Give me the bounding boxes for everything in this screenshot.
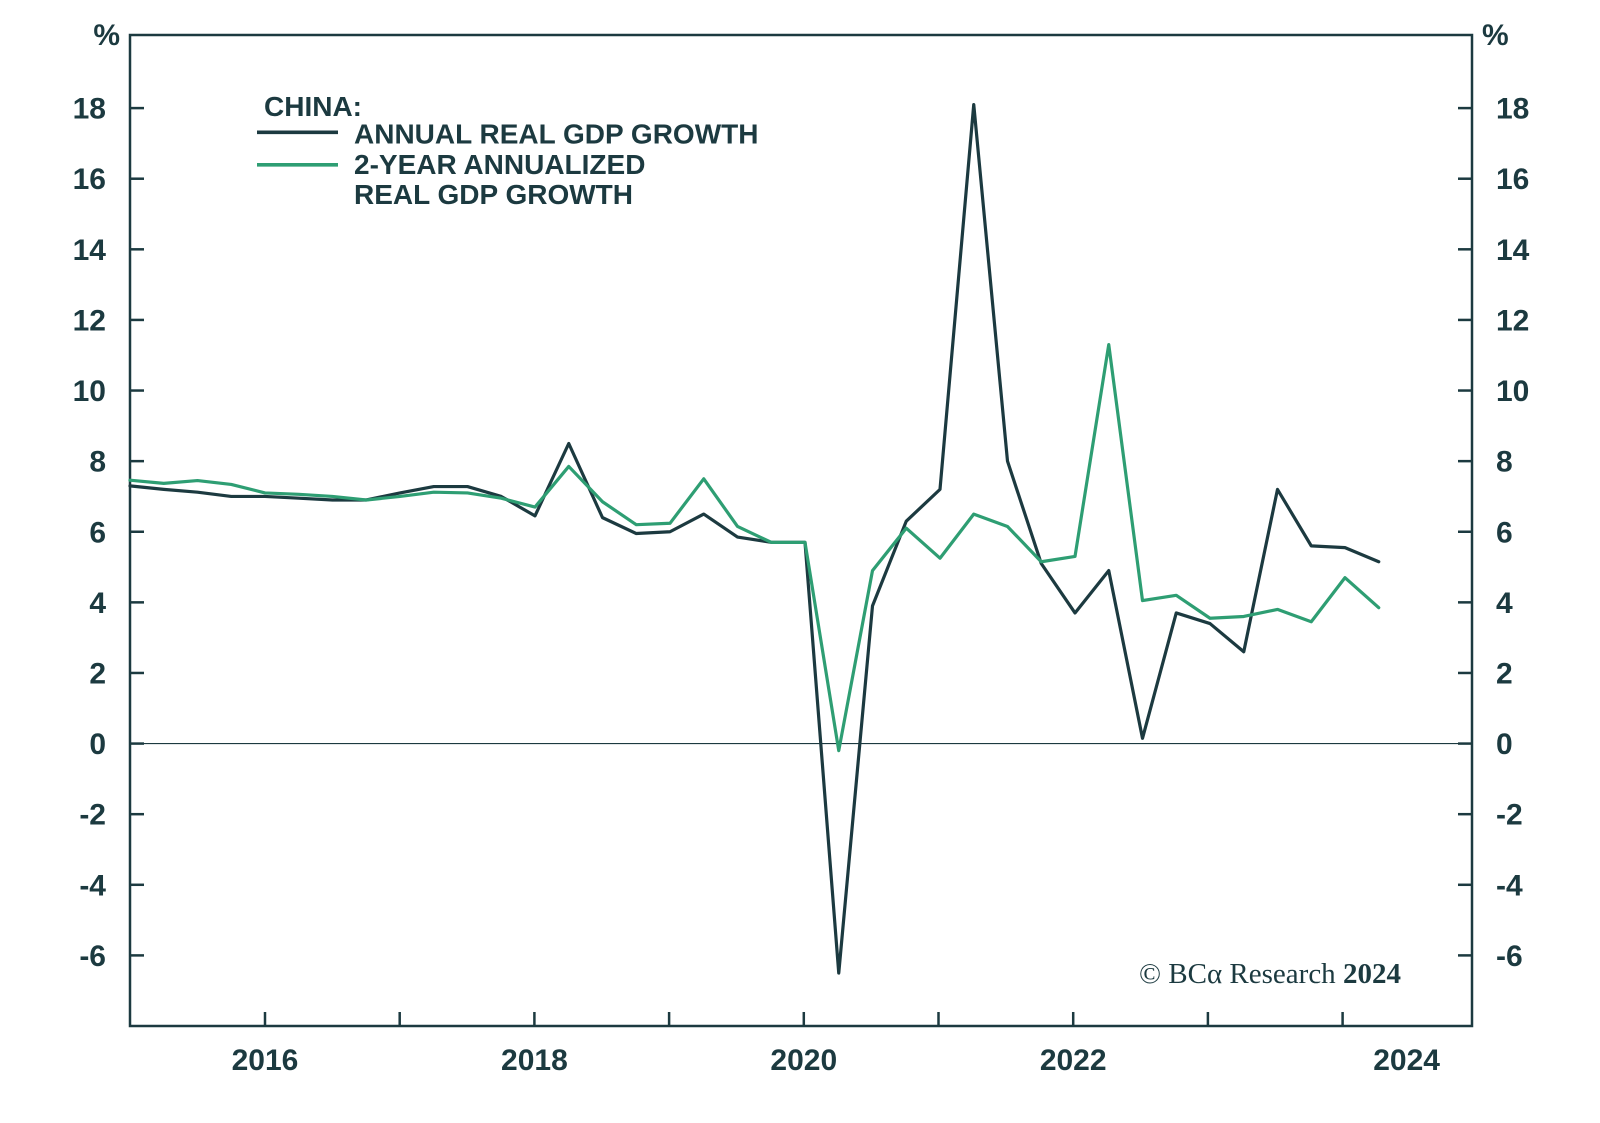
svg-text:6: 6 [1496,516,1513,549]
svg-text:2024: 2024 [1373,1044,1440,1077]
svg-text:14: 14 [1496,234,1530,267]
svg-text:%: % [1482,19,1509,52]
svg-text:-2: -2 [79,799,106,832]
svg-text:© BCα Research 2024: © BCα Research 2024 [1139,958,1401,990]
svg-text:CHINA:: CHINA: [264,91,362,122]
svg-text:2016: 2016 [232,1044,299,1077]
svg-text:2: 2 [89,657,106,690]
svg-text:2022: 2022 [1040,1044,1107,1077]
svg-text:10: 10 [1496,375,1529,408]
svg-text:0: 0 [1496,728,1513,761]
svg-text:2020: 2020 [770,1044,837,1077]
svg-text:18: 18 [1496,93,1529,126]
svg-text:12: 12 [1496,304,1529,337]
svg-text:6: 6 [89,516,106,549]
svg-text:2018: 2018 [501,1044,568,1077]
svg-text:-6: -6 [79,940,106,973]
svg-text:ANNUAL REAL GDP GROWTH: ANNUAL REAL GDP GROWTH [354,119,758,150]
svg-text:-4: -4 [79,869,106,902]
svg-text:10: 10 [73,375,106,408]
svg-text:REAL GDP GROWTH: REAL GDP GROWTH [354,179,633,210]
svg-text:14: 14 [73,234,107,267]
svg-text:18: 18 [73,93,106,126]
svg-text:8: 8 [1496,446,1513,479]
svg-text:16: 16 [73,163,106,196]
svg-text:16: 16 [1496,163,1529,196]
svg-text:12: 12 [73,304,106,337]
svg-text:-6: -6 [1496,940,1523,973]
svg-text:8: 8 [89,446,106,479]
svg-text:2-YEAR ANNUALIZED: 2-YEAR ANNUALIZED [354,149,645,180]
svg-text:2: 2 [1496,657,1513,690]
svg-text:0: 0 [89,728,106,761]
svg-text:4: 4 [1496,587,1513,620]
svg-text:%: % [93,19,120,52]
svg-text:-2: -2 [1496,799,1523,832]
svg-text:-4: -4 [1496,869,1523,902]
svg-text:4: 4 [89,587,106,620]
